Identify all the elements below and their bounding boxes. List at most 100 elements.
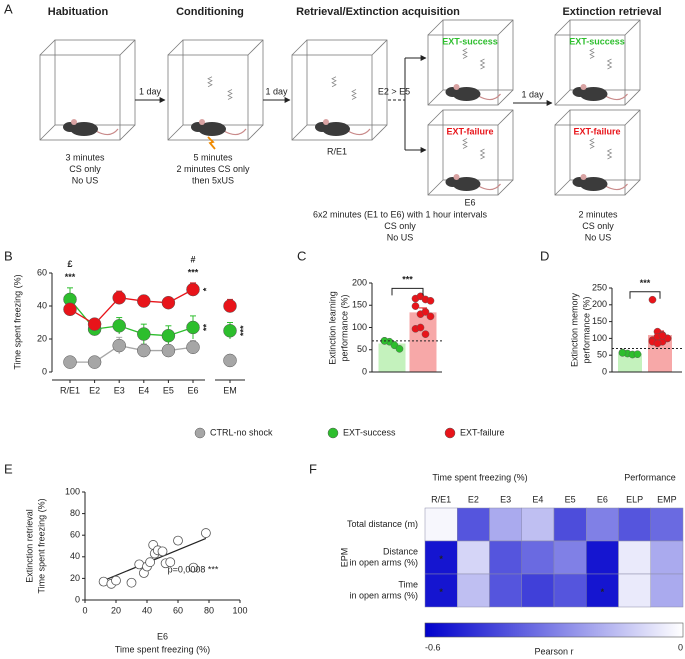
- y-tick-label: 0: [602, 366, 607, 376]
- mouse-body: [70, 122, 98, 136]
- legend-marker: [327, 427, 339, 439]
- x-axis-label: E6: [157, 631, 168, 641]
- significance-bracket: [629, 291, 661, 299]
- heatmap-cell: [650, 540, 684, 575]
- heatmap-cell: [457, 540, 490, 575]
- mouse-ear: [453, 84, 460, 90]
- data-point: [137, 327, 151, 341]
- fit-line: [103, 537, 207, 582]
- significance-label: *: [601, 587, 605, 597]
- data-point: [648, 295, 657, 304]
- y-tick-label: 40: [70, 551, 80, 561]
- stage-description: CS only: [582, 221, 614, 231]
- data-point: [111, 575, 121, 586]
- cage-edge: [497, 89, 514, 106]
- y-tick-label: 50: [357, 344, 367, 354]
- mouse-tail: [95, 128, 119, 136]
- branch-label: E2 > E5: [378, 86, 410, 96]
- x-tick-label: E5: [163, 385, 174, 395]
- shock-icon: [207, 136, 216, 150]
- heatmap-cell: [553, 540, 587, 575]
- data-point: [126, 577, 137, 588]
- stage-title: Retrieval/Extinction acquisition: [296, 6, 460, 18]
- column-header: Performance: [624, 472, 676, 482]
- sound-icon: [589, 138, 595, 149]
- cage-front: [39, 54, 121, 141]
- data-point: [137, 294, 151, 308]
- stage-title: Habituation: [48, 6, 109, 18]
- x-axis-label: Time spent freezing (%): [115, 644, 210, 654]
- column-label: E6: [597, 494, 608, 504]
- cage-edge: [497, 179, 514, 196]
- y-axis-label: Time spent freezing (%): [36, 498, 46, 593]
- cage-edge: [427, 89, 444, 106]
- cage: [427, 19, 514, 106]
- mouse-ear: [453, 174, 460, 180]
- significance-label: *: [201, 287, 211, 291]
- y-tick-label: 0: [42, 366, 47, 376]
- heatmap-cell: [457, 507, 490, 542]
- sound-icon: [606, 58, 613, 70]
- significance-bracket: [391, 287, 424, 296]
- data-point: [161, 343, 176, 358]
- cage-back: [306, 39, 388, 126]
- data-point: [186, 340, 200, 354]
- data-point: [653, 339, 662, 348]
- data-point: [173, 535, 183, 546]
- y-tick-label: 20: [70, 573, 80, 583]
- x-tick-label: E3: [114, 385, 125, 395]
- sound-icon: [462, 48, 468, 59]
- series-line: [69, 288, 194, 325]
- heatmap-cell: [457, 573, 490, 608]
- y-tick-label: 250: [592, 282, 607, 292]
- sound-icon: [207, 76, 213, 88]
- significance-label: ***: [238, 325, 248, 336]
- data-point: [186, 282, 200, 297]
- data-point: [112, 319, 126, 333]
- legend-label: EXT-success: [343, 427, 396, 437]
- x-tick-label: 80: [204, 605, 214, 615]
- cage-edge: [554, 179, 571, 196]
- x-tick-label: 40: [142, 605, 152, 615]
- colorbar-tick-label: 0: [678, 642, 683, 652]
- data-point: [426, 296, 435, 305]
- significance-label: ***: [402, 275, 413, 285]
- data-point: [161, 328, 176, 343]
- cage-edge: [497, 19, 514, 36]
- y-tick-label: 60: [37, 267, 47, 277]
- mouse-ear: [199, 119, 205, 125]
- data-point: [421, 330, 430, 338]
- column-label: E4: [532, 494, 543, 504]
- cage-edge: [291, 124, 308, 141]
- legend-marker: [194, 427, 206, 439]
- mouse-body: [198, 122, 226, 136]
- y-tick-label: 60: [70, 530, 80, 540]
- stage-description: 6x2 minutes (E1 to E6) with 1 hour inter…: [313, 209, 488, 219]
- cage-edge: [291, 39, 308, 56]
- y-axis-label: Extinction memory: [569, 292, 579, 367]
- cage-edge: [497, 109, 514, 126]
- heatmap-cell: [424, 507, 458, 542]
- colorbar-label: Pearson r: [534, 646, 573, 656]
- heatmap-cell: [618, 507, 651, 542]
- data-point: [87, 317, 102, 331]
- cage-edge: [119, 124, 136, 141]
- mouse-ear: [580, 174, 587, 180]
- data-point: [145, 557, 156, 568]
- cage-edge: [554, 109, 571, 126]
- data-point: [416, 323, 425, 332]
- column-label: EMP: [657, 494, 677, 504]
- stage-description: No US: [387, 232, 414, 242]
- delay-label: 1 day: [265, 86, 288, 96]
- stage-description: CS only: [69, 164, 101, 174]
- session-label: E6: [464, 197, 475, 207]
- mouse-tail: [605, 183, 628, 191]
- stage-description: CS only: [384, 221, 416, 231]
- data-point: [63, 355, 77, 369]
- significance-label: ***: [640, 278, 651, 288]
- cage-edge: [119, 39, 136, 56]
- y-tick-label: 100: [352, 322, 367, 332]
- stage-description: 2 minutes CS only: [176, 164, 250, 174]
- data-point: [200, 528, 211, 538]
- heatmap-cell: [553, 507, 587, 542]
